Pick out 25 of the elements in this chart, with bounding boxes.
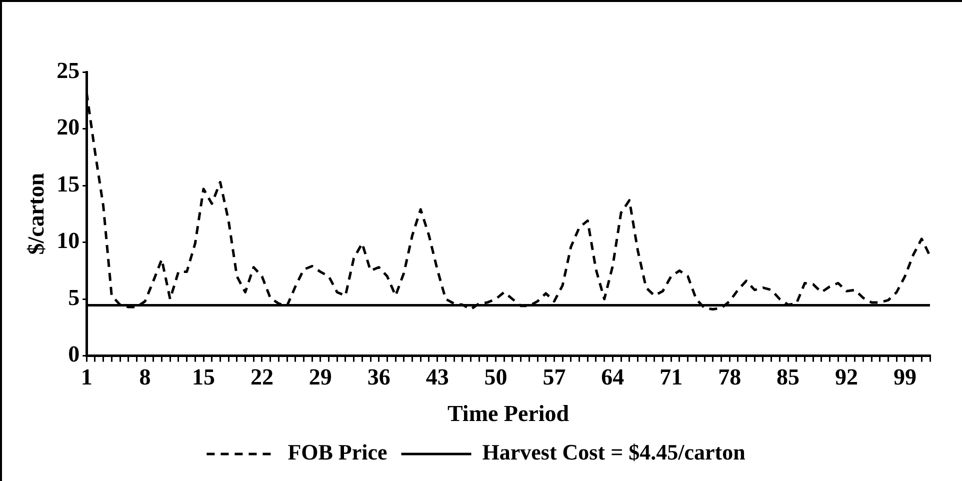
x-tick-label: 57 <box>542 364 566 390</box>
x-tick-label: 36 <box>367 364 390 390</box>
y-tick-label: 20 <box>56 114 80 140</box>
y-tick-label: 5 <box>68 284 80 310</box>
x-tick-label: 50 <box>484 364 508 390</box>
x-tick-label: 22 <box>250 364 274 390</box>
y-axis-title: $/carton <box>24 172 49 255</box>
x-tick-label: 99 <box>893 364 916 390</box>
x-axis-title: Time Period <box>448 401 570 426</box>
x-tick-label: 8 <box>139 364 151 390</box>
y-tick-label: 25 <box>56 58 80 83</box>
x-tick-label: 43 <box>426 364 449 390</box>
y-tick-label: 0 <box>68 342 80 367</box>
legend-label: FOB Price <box>288 440 388 465</box>
x-tick-label: 92 <box>834 364 858 390</box>
x-tick-label: 1 <box>80 364 92 390</box>
x-tick-label: 29 <box>308 364 332 390</box>
x-tick-label: 78 <box>718 364 742 390</box>
y-tick-label: 15 <box>56 171 80 196</box>
legend-label: Harvest Cost = $4.45/carton <box>482 440 746 465</box>
x-tick-label: 64 <box>601 364 625 390</box>
x-tick-label: 71 <box>660 364 683 390</box>
x-tick-label: 85 <box>776 364 800 390</box>
x-tick-label: 15 <box>192 364 216 390</box>
y-tick-label: 10 <box>56 228 80 254</box>
